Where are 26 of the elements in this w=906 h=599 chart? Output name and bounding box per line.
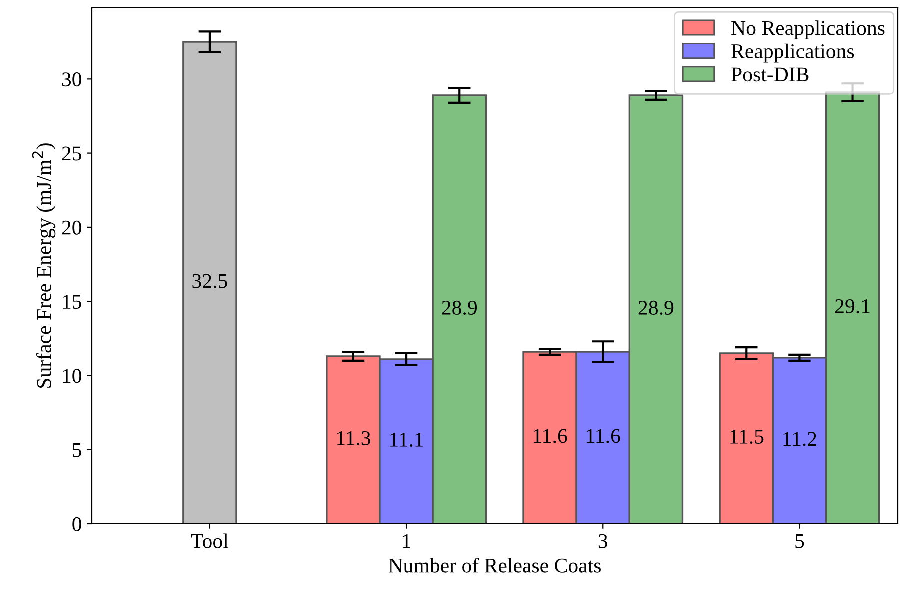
x-tick-label: 1 (403, 534, 410, 548)
x-axis-title: Number of Release Coats (388, 558, 601, 573)
x-tick-label: 3 (598, 534, 608, 548)
y-tick-label: 30 (62, 72, 82, 87)
y-tick-label: 25 (62, 146, 82, 161)
legend-label: Reapplications (732, 44, 854, 63)
y-tick-label: 20 (62, 220, 82, 235)
data-label: 28.9 (442, 300, 477, 316)
x-tick-label: 5 (796, 534, 804, 548)
y-tick-label: 10 (63, 369, 82, 384)
data-label: 28.9 (638, 300, 674, 316)
y-tick-label: 15 (63, 295, 82, 310)
data-label: 11.6 (534, 429, 568, 444)
data-label: 11.1 (390, 432, 424, 448)
y-tick-label: 0 (72, 517, 82, 532)
y-tick-label: 5 (73, 443, 82, 458)
data-label: 11.5 (730, 430, 764, 444)
data-label: 11.6 (587, 429, 620, 444)
legend-label: Post-DIB (732, 68, 809, 82)
legend-label: No Reapplications (732, 20, 885, 40)
data-label: 11.2 (784, 432, 816, 446)
data-label: 32.5 (192, 274, 228, 288)
x-tick-label: Tool (191, 534, 228, 548)
data-label: 29.1 (835, 299, 870, 314)
data-label: 11.3 (337, 431, 370, 446)
y-axis-title: Surface Free Energy (mJ/m$^{2}$) (32, 144, 56, 388)
